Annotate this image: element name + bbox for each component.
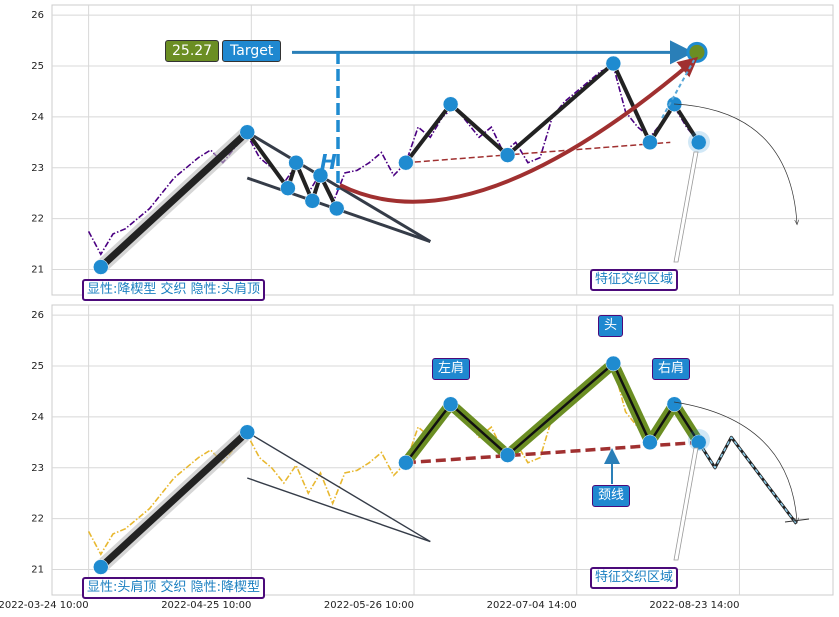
pivot <box>442 396 459 412</box>
target-point <box>686 41 708 63</box>
head: 头 <box>598 315 624 337</box>
y-tick-label: 23 <box>31 163 44 174</box>
y-tick-label: 24 <box>31 412 44 423</box>
y-tick-label: 22 <box>31 514 44 525</box>
y-tick-label: 22 <box>31 214 44 225</box>
pivot <box>666 396 683 412</box>
pattern-line <box>98 429 250 570</box>
pattern-line <box>246 130 432 243</box>
x-tick-label: 2022-03-24 10:00 <box>0 600 89 611</box>
pivot <box>93 559 109 575</box>
pivot <box>239 424 255 440</box>
pivot <box>605 355 622 372</box>
left-shoulder: 左肩 <box>432 358 471 380</box>
pivot <box>93 259 109 275</box>
pattern-note: 显性:头肩顶 交织 隐性:降楔型 <box>82 577 266 599</box>
y-tick-label: 26 <box>31 10 44 21</box>
pivot <box>642 134 658 151</box>
y-tick-label: 25 <box>31 61 44 72</box>
zone-note: 特征交织区域 <box>590 567 679 589</box>
target-tick <box>784 518 810 523</box>
pivot <box>312 167 329 184</box>
price-line <box>87 64 700 256</box>
pivot <box>398 454 414 471</box>
pivot <box>442 96 459 112</box>
y-tick-label: 21 <box>31 565 44 576</box>
pattern-line <box>246 431 431 543</box>
pivot <box>280 180 296 196</box>
target-value: 25.27 <box>165 40 220 62</box>
y-tick-label: 24 <box>31 112 44 123</box>
pivot <box>642 434 658 451</box>
y-tick-label: 25 <box>31 361 44 372</box>
pattern-line <box>98 129 250 270</box>
arc-arrow <box>673 103 797 224</box>
y-tick-label: 26 <box>31 310 44 321</box>
pattern-note: 显性:降楔型 交织 隐性:头肩顶 <box>82 279 266 301</box>
arc-arrow <box>673 401 797 522</box>
breakout-curve <box>339 56 699 204</box>
zone-glow <box>688 131 710 153</box>
zone-glow <box>688 429 710 451</box>
price-line <box>87 364 700 556</box>
pivot <box>499 447 516 463</box>
right-shoulder: 右肩 <box>652 358 691 380</box>
x-tick-label: 2022-07-04 14:00 <box>487 600 577 611</box>
target-label: Target <box>222 40 282 62</box>
pivot <box>499 147 516 163</box>
y-tick-label: 23 <box>31 463 44 474</box>
pattern-line <box>247 477 431 543</box>
x-tick-label: 2022-04-25 10:00 <box>161 600 251 611</box>
zone-pointer <box>673 151 699 263</box>
pivot <box>328 200 345 217</box>
y-tick-label: 21 <box>31 265 44 276</box>
x-tick-label: 2022-08-23 14:00 <box>649 600 739 611</box>
pivot <box>288 154 304 171</box>
zone-note: 特征交织区域 <box>590 269 679 291</box>
pivot <box>691 434 707 451</box>
x-tick-label: 2022-05-26 10:00 <box>324 600 414 611</box>
zone-pointer <box>673 447 699 561</box>
plot-frame <box>51 304 834 596</box>
pattern-line <box>405 141 671 164</box>
pivot <box>691 134 707 151</box>
pivot <box>239 124 255 140</box>
neckline-label: 颈线 <box>592 485 631 507</box>
pattern-line <box>698 436 797 525</box>
pivot <box>304 193 321 209</box>
pivot <box>398 154 414 171</box>
h-marker: H <box>320 150 337 174</box>
pivot <box>605 55 622 72</box>
